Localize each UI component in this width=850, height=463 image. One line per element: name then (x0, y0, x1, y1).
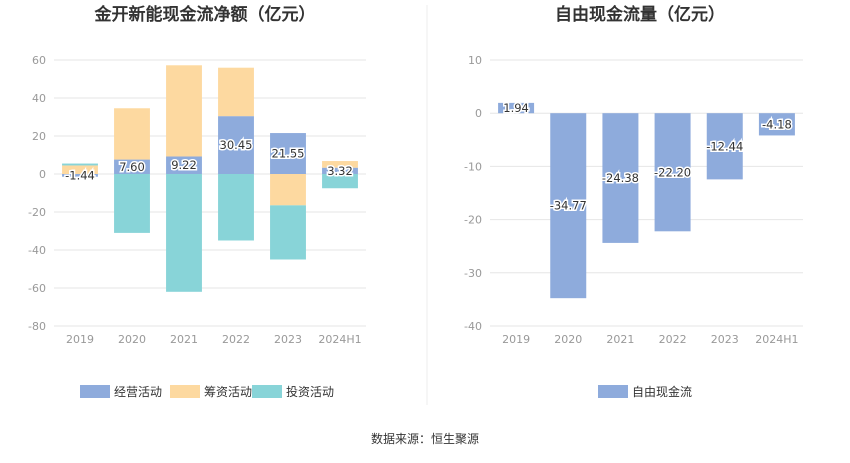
data-label: 1.94 (503, 101, 529, 115)
data-label: 30.45 (220, 138, 253, 152)
x-tick-label: 2022 (659, 333, 687, 346)
bar (322, 167, 358, 174)
y-tick-label: 40 (32, 92, 46, 105)
data-label: -12.44 (706, 139, 743, 153)
bar (114, 159, 150, 174)
cash-flow-net-chart: 金开新能现金流净额（亿元） 60 40 20 0 -20 -40 -60 -80 -1.44 7… (28, 4, 366, 399)
legend-swatch-fcf (598, 385, 628, 398)
x-axis: 2019 2020 2021 2022 2023 2024H1 (502, 333, 798, 346)
bar (498, 102, 535, 114)
bar (62, 163, 98, 166)
y-tick-label: -40 (28, 244, 46, 257)
bar (602, 113, 639, 243)
data-label: 21.55 (272, 147, 305, 161)
legend-label: 投资活动 (286, 384, 334, 399)
bar (270, 174, 306, 206)
x-tick-label: 2019 (66, 333, 94, 346)
bar (62, 165, 98, 174)
y-tick-label: 60 (32, 54, 46, 67)
bar (270, 133, 306, 174)
y-tick-label: 10 (468, 54, 482, 67)
y-axis: 10 0 -10 -20 -30 -40 (464, 54, 482, 333)
data-label: -34.77 (550, 199, 587, 213)
data-label: -1.44 (65, 168, 95, 182)
bar (166, 65, 202, 157)
legend-swatch-operating (80, 385, 110, 398)
y-tick-label: 20 (32, 130, 46, 143)
bar (270, 205, 306, 260)
bar (322, 161, 358, 168)
x-axis: 2019 2020 2021 2022 2023 2024H1 (66, 333, 362, 346)
legend: 自由现金流 (598, 384, 692, 399)
data-label: -4.18 (762, 117, 792, 131)
x-tick-label: 2024H1 (318, 333, 361, 346)
x-tick-label: 2022 (222, 333, 250, 346)
data-label: 9.22 (171, 158, 197, 172)
data-labels: 1.94 -34.77 -24.38 -22.20 -12.44 -4.18 (502, 100, 794, 215)
y-tick-label: -60 (28, 282, 46, 295)
data-label: -24.38 (602, 171, 639, 185)
bar (654, 113, 691, 232)
bar (218, 174, 254, 241)
bar (166, 156, 202, 174)
bars (498, 102, 795, 299)
y-tick-label: -40 (464, 320, 482, 333)
free-cash-flow-chart: 自由现金流量（亿元） 10 0 -10 -20 -30 -40 1.94 -34.77 -24… (464, 4, 803, 399)
source-note: 数据来源：恒生聚源 (371, 431, 479, 446)
bar (758, 113, 795, 136)
data-label: 3.32 (327, 164, 353, 178)
y-tick-label: -80 (28, 320, 46, 333)
bar (550, 113, 587, 299)
y-tick-label: -20 (464, 214, 482, 227)
bar (706, 113, 743, 180)
y-tick-label: 0 (39, 168, 46, 181)
x-tick-label: 2021 (170, 333, 198, 346)
x-tick-label: 2020 (554, 333, 582, 346)
data-labels: -1.44 7.60 9.22 30.45 21.55 3.32 (64, 137, 355, 184)
bar (218, 116, 254, 174)
x-tick-label: 2023 (711, 333, 739, 346)
chart-title: 自由现金流量（亿元） (555, 4, 725, 25)
legend-label: 筹资活动 (204, 385, 252, 399)
y-axis: 60 40 20 0 -20 -40 -60 -80 (28, 54, 46, 333)
x-tick-label: 2020 (118, 333, 146, 346)
legend-label: 自由现金流 (632, 384, 692, 399)
x-tick-label: 2023 (274, 333, 302, 346)
y-tick-label: -20 (28, 206, 46, 219)
bars (62, 65, 358, 292)
data-label: 7.60 (119, 160, 145, 174)
x-tick-label: 2019 (502, 333, 530, 346)
y-grid (54, 59, 366, 327)
x-tick-label: 2021 (606, 333, 634, 346)
legend: 经营活动 筹资活动 投资活动 (80, 384, 334, 399)
bar (114, 174, 150, 233)
legend-swatch-financing (170, 385, 200, 398)
x-tick-label: 2024H1 (755, 333, 798, 346)
data-label: -22.20 (654, 165, 691, 179)
legend-label: 经营活动 (114, 385, 162, 399)
bar (322, 174, 358, 189)
bar (218, 67, 254, 117)
legend-swatch-investing (252, 385, 282, 398)
y-grid (490, 59, 803, 327)
bar (114, 108, 150, 160)
chart-title: 金开新能现金流净额（亿元） (94, 4, 316, 25)
y-tick-label: 0 (475, 107, 482, 120)
bar (62, 174, 98, 177)
y-tick-label: -10 (464, 160, 482, 173)
bar (166, 174, 202, 292)
y-tick-label: -30 (464, 267, 482, 280)
